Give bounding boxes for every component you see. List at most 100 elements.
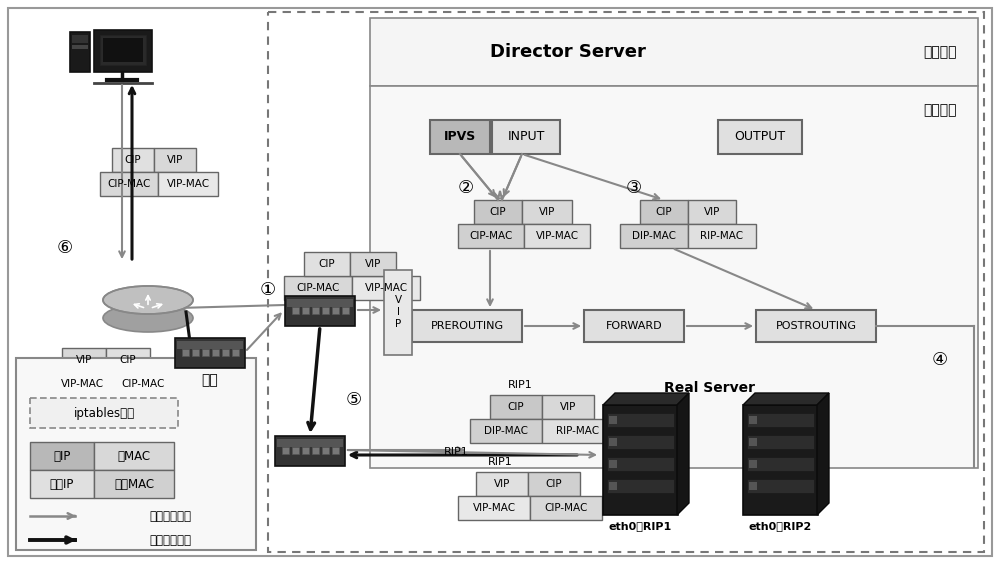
Text: RIP1: RIP1: [508, 380, 532, 390]
Text: INPUT: INPUT: [507, 130, 545, 143]
Text: CIP: CIP: [125, 155, 141, 165]
Bar: [747, 479, 814, 493]
Bar: [522, 200, 572, 224]
Bar: [603, 405, 678, 515]
Bar: [370, 86, 978, 468]
Bar: [749, 482, 757, 490]
Bar: [607, 413, 674, 427]
Bar: [302, 447, 309, 454]
Polygon shape: [603, 393, 689, 405]
Text: VIP: VIP: [167, 155, 183, 165]
Bar: [70, 32, 90, 72]
Bar: [607, 457, 674, 471]
Bar: [332, 307, 339, 314]
Bar: [607, 479, 674, 493]
Bar: [232, 349, 239, 356]
Text: ①: ①: [260, 281, 276, 299]
Bar: [490, 395, 542, 419]
Text: VIP: VIP: [76, 355, 92, 365]
Text: RIP-MAC: RIP-MAC: [556, 426, 600, 436]
Text: 内核空间: 内核空间: [923, 103, 957, 117]
Text: VIP: VIP: [560, 402, 576, 412]
Bar: [158, 172, 218, 196]
Bar: [322, 307, 329, 314]
Bar: [322, 447, 329, 454]
Bar: [154, 148, 196, 172]
Bar: [609, 416, 617, 424]
Text: RIP1: RIP1: [488, 457, 512, 467]
Text: RIP1: RIP1: [444, 447, 468, 457]
Bar: [72, 45, 88, 49]
Bar: [528, 472, 580, 496]
Bar: [530, 496, 602, 520]
Bar: [370, 18, 978, 86]
Text: Director Server: Director Server: [490, 43, 646, 61]
Bar: [476, 472, 528, 496]
Text: iptables的链: iptables的链: [73, 407, 135, 420]
Bar: [607, 435, 674, 449]
Bar: [542, 395, 594, 419]
Ellipse shape: [103, 304, 193, 332]
Bar: [277, 439, 343, 447]
Bar: [292, 447, 299, 454]
Bar: [94, 470, 174, 498]
Text: VIP-MAC: VIP-MAC: [364, 283, 408, 293]
Bar: [492, 120, 560, 154]
Bar: [609, 438, 617, 446]
Bar: [747, 413, 814, 427]
Text: CIP: CIP: [319, 259, 335, 269]
Bar: [470, 419, 542, 443]
Bar: [275, 436, 345, 466]
Text: DIP-MAC: DIP-MAC: [484, 426, 528, 436]
Text: CIP-MAC: CIP-MAC: [296, 283, 340, 293]
Bar: [100, 172, 158, 196]
Text: VIP-MAC: VIP-MAC: [535, 231, 579, 241]
Bar: [175, 338, 245, 368]
Bar: [743, 405, 818, 515]
Text: RIP-MAC: RIP-MAC: [700, 231, 744, 241]
Bar: [106, 348, 150, 372]
Text: CIP-MAC: CIP-MAC: [469, 231, 513, 241]
Bar: [524, 224, 590, 248]
Text: IPVS: IPVS: [444, 130, 476, 143]
Bar: [384, 270, 412, 355]
Bar: [94, 30, 152, 72]
Bar: [94, 442, 174, 470]
Bar: [16, 358, 256, 550]
Text: CIP: CIP: [120, 355, 136, 365]
Bar: [458, 496, 530, 520]
Bar: [542, 419, 614, 443]
Text: ⑤: ⑤: [346, 391, 362, 409]
Text: DIP-MAC: DIP-MAC: [632, 231, 676, 241]
Bar: [192, 349, 199, 356]
Bar: [285, 296, 355, 326]
Text: CIP: CIP: [546, 479, 562, 489]
Polygon shape: [677, 393, 689, 515]
Bar: [718, 120, 802, 154]
Bar: [749, 460, 757, 468]
Bar: [100, 35, 146, 65]
Bar: [112, 372, 174, 396]
Bar: [430, 120, 490, 154]
Text: 响应报文流向: 响应报文流向: [149, 534, 191, 547]
Bar: [282, 447, 289, 454]
Text: VIP: VIP: [494, 479, 510, 489]
Bar: [30, 470, 94, 498]
Bar: [458, 224, 524, 248]
Bar: [268, 12, 984, 552]
Bar: [182, 349, 189, 356]
Text: eth0：RIP2: eth0：RIP2: [748, 521, 812, 531]
Bar: [212, 349, 219, 356]
Bar: [749, 416, 757, 424]
Bar: [202, 349, 209, 356]
Polygon shape: [743, 393, 829, 405]
Bar: [62, 348, 106, 372]
Text: V
I
P: V I P: [394, 296, 402, 329]
Bar: [103, 38, 143, 62]
Bar: [609, 460, 617, 468]
Bar: [352, 276, 420, 300]
Bar: [747, 457, 814, 471]
Bar: [304, 252, 350, 276]
Bar: [640, 200, 688, 224]
Text: POSTROUTING: POSTROUTING: [776, 321, 856, 331]
